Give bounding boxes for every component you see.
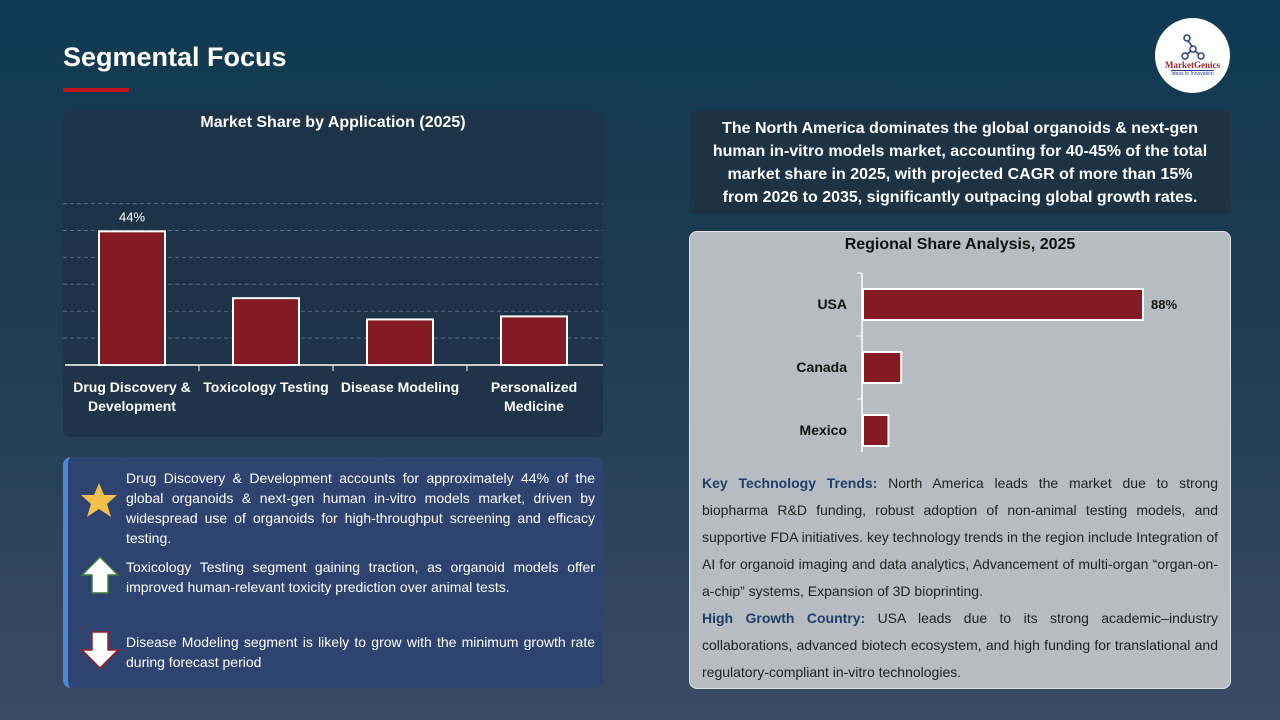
insights-panel: Drug Discovery & Development accounts fo… [63,457,603,688]
bar [500,315,568,366]
logo-tagline: Ideas to Innovation [1171,70,1214,77]
category-label: Toxicology Testing [203,379,329,395]
bar [366,318,434,366]
title-underline [63,88,129,92]
bullet-text: Disease Modeling segment is likely to gr… [126,634,595,670]
bar [862,351,903,384]
bullet-text: Toxicology Testing segment gaining tract… [126,559,595,595]
page-title: Segmental Focus [63,42,287,72]
growth-label: High Growth Country: [702,610,866,626]
bar [98,230,166,366]
category-label: USA [817,296,847,312]
bullet-text: Drug Discovery & Development accounts fo… [126,470,595,546]
category-label: Medicine [504,398,564,414]
logo-name: MarketGenics [1165,60,1220,70]
trends-label: Key Technology Trends: [702,475,878,491]
data-label: 44% [119,209,145,224]
bar [232,297,300,366]
category-label: Development [88,398,176,414]
arrow-down-icon [80,630,120,675]
category-label: Drug Discovery & [73,379,190,395]
application-bar-chart: 44% Drug Discovery & Development Toxicology… [63,203,603,414]
bar [862,414,890,447]
arrow-up-icon [80,555,120,600]
star-icon [80,481,118,524]
regional-panel: Regional Share Analysis, 2025 USA 88% Cana… [689,231,1231,689]
category-label: Personalized [491,379,577,395]
category-label: Disease Modeling [341,379,459,395]
bar [862,288,1144,321]
growth-body: USA leads due to its strong academic–ind… [702,610,1218,680]
high-growth-text: High Growth Country: USA leads due to it… [702,605,1218,686]
trends-body: North America leads the market due to st… [702,475,1219,599]
category-label: Mexico [800,422,847,438]
technology-trends-text: Key Technology Trends: North America lea… [702,470,1218,605]
summary-box: The North America dominates the global o… [689,111,1231,214]
regional-bar-chart: USA 88% Canada Mexico [796,272,1177,452]
molecule-icon [1180,34,1205,60]
application-chart-panel: Market Share by Application (2025) 44% Dr… [63,111,603,437]
logo: MarketGenics Ideas to Innovation [1155,18,1230,93]
data-label: 88% [1151,297,1177,312]
chart-title: Regional Share Analysis, 2025 [844,236,1076,253]
category-label: Canada [796,359,847,375]
chart-title: Market Share by Application (2025) [200,114,466,131]
